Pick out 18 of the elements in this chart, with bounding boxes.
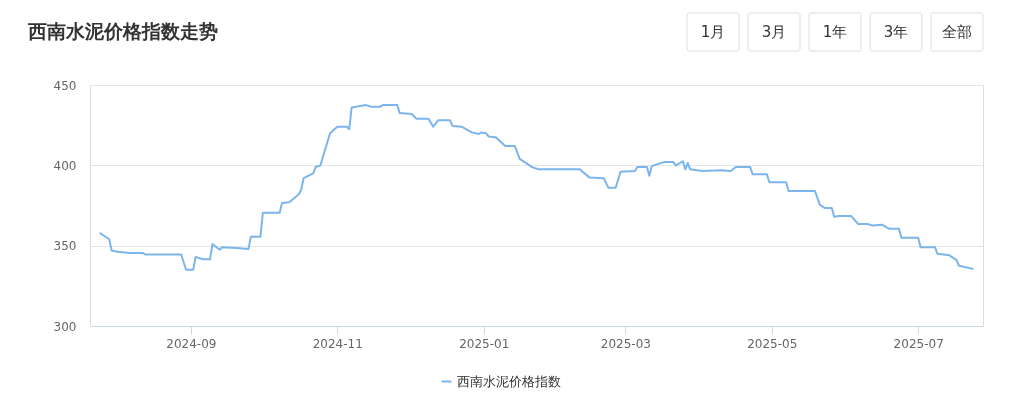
y-tick-label: 300 (53, 319, 77, 334)
x-tick-label: 2025-07 (893, 336, 944, 351)
x-tick-label: 2024-09 (166, 336, 217, 351)
legend-label: 西南水泥价格指数 (457, 373, 561, 389)
y-tick-label: 450 (53, 78, 77, 93)
text: 3月 (761, 23, 787, 41)
x-tick-label: 2025-03 (600, 336, 651, 351)
text: 1年 (822, 23, 848, 41)
text: 3年 (883, 23, 909, 41)
text: 全部 (942, 23, 972, 41)
x-tick-label: 2025-01 (459, 336, 510, 351)
line-series (98, 104, 975, 271)
text: 1月 (700, 23, 726, 41)
x-tick-label: 2024-11 (312, 336, 363, 351)
x-tick-label: 2025-05 (747, 336, 798, 351)
y-tick-label: 400 (53, 158, 77, 173)
chart-title: 西南水泥价格指数走势 (27, 20, 218, 42)
y-tick-label: 350 (53, 239, 77, 254)
